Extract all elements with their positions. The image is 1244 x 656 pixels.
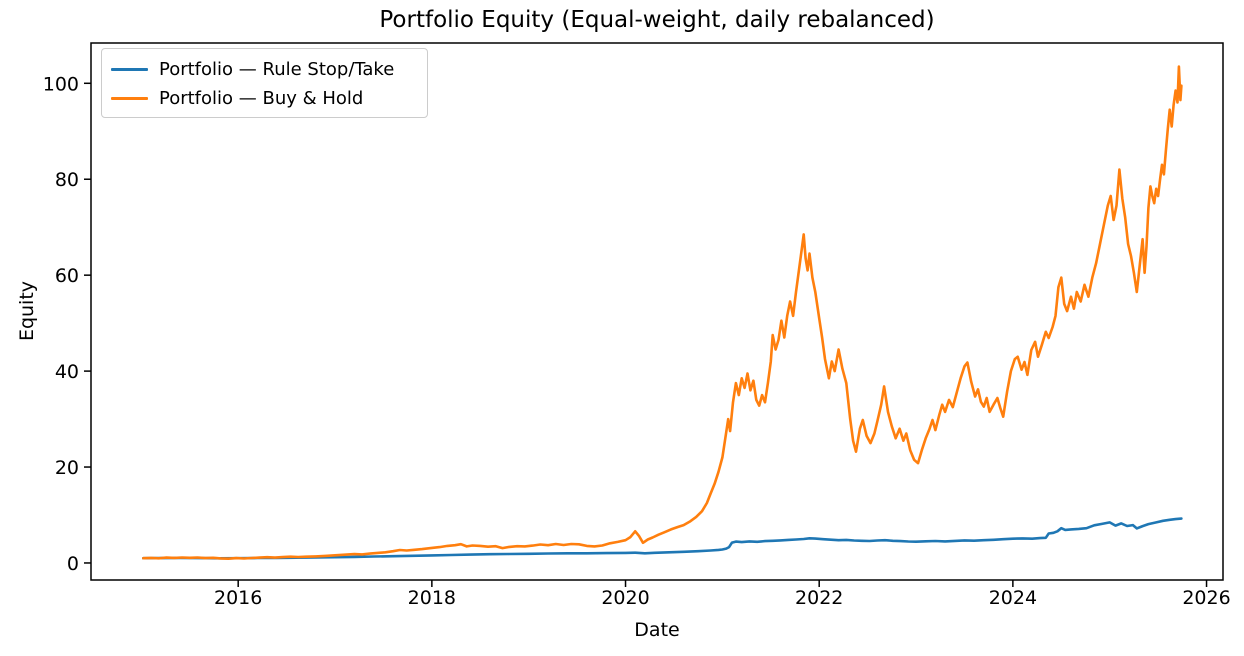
legend: Portfolio — Rule Stop/Take Portfolio — Bu… (101, 48, 428, 118)
y-tick-label: 60 (55, 265, 79, 287)
legend-item: Portfolio — Rule Stop/Take (111, 55, 417, 84)
legend-line-swatch (111, 68, 148, 71)
x-tick-label: 2022 (795, 587, 843, 609)
x-tick-label: 2024 (989, 587, 1037, 609)
series-line-0 (142, 517, 1183, 560)
y-tick-label: 20 (55, 457, 79, 479)
x-axis-label: Date (634, 619, 680, 641)
chart-title: Portfolio Equity (Equal-weight, daily re… (379, 7, 935, 33)
x-tick-label: 2016 (214, 587, 262, 609)
axes-box (90, 42, 1224, 581)
legend-item-label: Portfolio — Rule Stop/Take (159, 59, 395, 80)
legend-item-label: Portfolio — Buy & Hold (159, 88, 364, 109)
x-tick-label: 2020 (601, 587, 649, 609)
legend-line-swatch (111, 97, 148, 100)
y-tick-label: 100 (43, 73, 79, 95)
y-tick-label: 40 (55, 361, 79, 383)
x-tick-label: 2018 (408, 587, 456, 609)
y-tick-label: 80 (55, 169, 79, 191)
series-line-1 (142, 65, 1183, 561)
x-tick-label: 2026 (1182, 587, 1230, 609)
legend-item: Portfolio — Buy & Hold (111, 84, 417, 113)
y-axis-label: Equity (16, 280, 38, 342)
y-tick-label: 0 (67, 553, 79, 575)
